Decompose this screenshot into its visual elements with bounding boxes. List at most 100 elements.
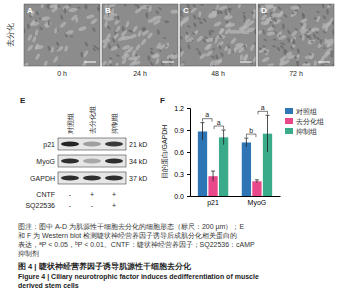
panel-label: B (105, 6, 111, 15)
treatment-label: CNTF (36, 191, 55, 198)
error-bar-stem (223, 130, 224, 145)
plot-area (198, 115, 272, 196)
caption-text: 和 F 为 Western blot 检测睫状神经营养因子诱导后成肌分化相关蛋白… (18, 232, 237, 240)
treatment-sign: + (112, 202, 116, 209)
cell (234, 47, 237, 53)
blot-row-label: MyoG (36, 158, 55, 166)
cell (287, 29, 292, 35)
error-bar (211, 171, 215, 181)
cell (60, 14, 64, 20)
cell (54, 27, 58, 34)
cell (84, 4, 87, 10)
cell (27, 34, 33, 42)
bar (242, 142, 251, 196)
cell (64, 45, 68, 52)
cell (258, 47, 262, 51)
micrograph-frame (102, 4, 178, 66)
scale-bar (162, 62, 174, 63)
cell (199, 20, 204, 24)
cell (192, 14, 197, 20)
cell (229, 30, 238, 34)
cell (123, 4, 128, 7)
cell (47, 20, 51, 26)
cell (43, 60, 48, 66)
legend-label: 去分化组 (296, 118, 324, 125)
legend: 对照组去分化组抑制组 (285, 108, 324, 135)
cell (121, 44, 130, 50)
cell (92, 27, 97, 32)
cell (212, 48, 215, 50)
blot-size-label: 21 kD (129, 141, 147, 148)
cell (305, 34, 310, 39)
cell (282, 23, 285, 29)
cell (45, 4, 50, 9)
cell (313, 60, 317, 66)
figure: 去分化A0 hB24 hC48 hD72 hE对照组去分化组抑制组p2121 k… (0, 0, 340, 300)
cell (147, 55, 150, 61)
lane-header: 对照组 (67, 113, 75, 134)
cell (160, 60, 164, 66)
cell (218, 44, 222, 50)
scale-bar (240, 62, 252, 63)
error-bar-stem (256, 180, 257, 183)
cell (240, 54, 243, 60)
cell (141, 29, 150, 36)
blot-band (105, 158, 123, 163)
x-axis-line (191, 196, 281, 197)
error-bar-cap (200, 122, 204, 123)
cell (117, 15, 121, 21)
cell (75, 17, 78, 23)
blot-row-label: GAPDH (30, 175, 55, 182)
cell (273, 38, 277, 41)
cell (171, 53, 178, 59)
cell (294, 27, 298, 31)
cell (307, 39, 316, 46)
error-bar-cap (222, 130, 226, 131)
cell (34, 43, 39, 50)
cell (228, 8, 232, 14)
cell (185, 31, 190, 36)
y-axis-title: 目的蛋白/GAPDH (161, 125, 169, 180)
cell (272, 5, 277, 12)
cell (273, 4, 277, 7)
legend-label: 抑制组 (296, 128, 317, 135)
cell (195, 48, 199, 51)
cell (294, 56, 299, 60)
cell (53, 56, 59, 64)
cell (109, 57, 113, 60)
cell (145, 12, 148, 18)
figure-title-en: Figure 4 | Ciliary neurotrophic factor i… (18, 273, 259, 281)
cell (81, 60, 87, 66)
cell (291, 30, 299, 38)
cell (279, 60, 284, 66)
cell (213, 9, 216, 11)
bar (219, 137, 228, 196)
cell (227, 48, 231, 55)
panel-label: D (261, 6, 267, 15)
micrograph-background (24, 4, 100, 66)
y-tick: 0.0 (174, 193, 190, 200)
cell (238, 4, 242, 9)
cell (214, 37, 219, 44)
cell (209, 60, 214, 66)
cell (200, 4, 205, 7)
cell (205, 50, 213, 58)
cell (170, 10, 178, 14)
cell (104, 21, 108, 28)
blot-band (83, 158, 101, 163)
cell (196, 35, 204, 43)
cell (278, 34, 287, 40)
error-bar-stem (202, 123, 203, 141)
cell (326, 9, 329, 15)
cell (155, 10, 160, 15)
cell (299, 36, 302, 38)
cell (151, 54, 160, 58)
treatment-sign: - (69, 202, 72, 209)
cell (24, 27, 26, 33)
cell (147, 32, 154, 40)
cell (301, 12, 306, 17)
cell (301, 22, 308, 30)
cell (261, 56, 270, 63)
cell (155, 57, 160, 64)
cell (324, 21, 332, 28)
